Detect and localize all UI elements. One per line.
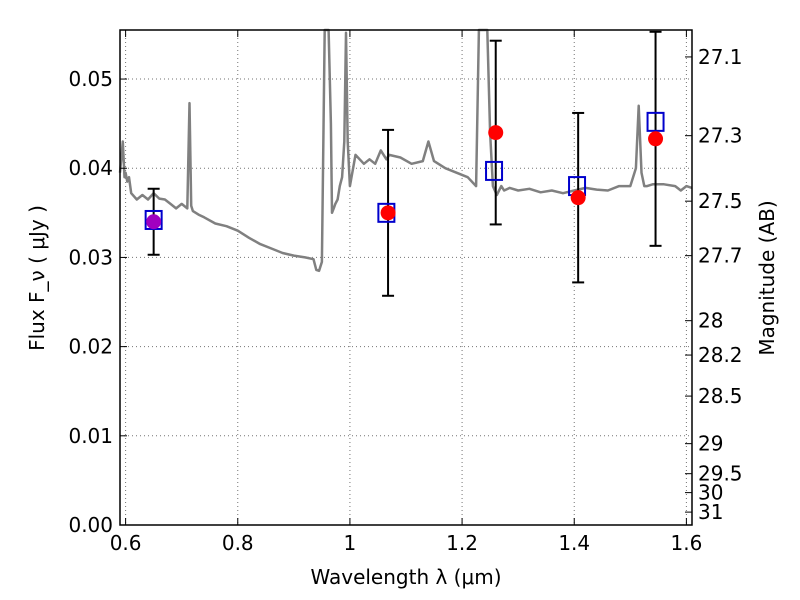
observed-circle-marker [380,205,396,221]
right-tick-label: 28.5 [698,384,743,408]
right-tick-label: 27.5 [698,189,743,213]
model-photometry-points [144,111,665,230]
right-tick-label: 28.2 [698,343,743,367]
right-tick-label: 30 [698,481,723,505]
observed-circle-marker [146,214,162,230]
right-tick-label: 27.1 [698,45,743,69]
observed-circle-marker [570,190,586,206]
plot-frame [119,29,693,526]
right-tick-label: 29.5 [698,462,743,486]
x-tick-label: 0.6 [110,531,142,555]
y-tick-label: 0.05 [68,67,113,91]
x-tick-label: 0.8 [222,531,254,555]
y-tick-label: 0.02 [68,335,113,359]
right-tick-label: 27.3 [698,124,743,148]
y-tick-label: 0.03 [68,245,113,269]
model-square-marker [485,160,504,181]
spectrum-line [118,28,693,273]
x-tick-label: 1.6 [670,531,702,555]
y-tick-label: 0.04 [68,156,113,180]
observed-circle-marker [488,125,504,141]
y-axis-ticks: 0.00 0.01 0.02 0.03 0.04 0.05 [68,67,127,537]
x-tick-label: 1.2 [446,531,478,555]
observed-circle-marker [648,131,664,147]
right-tick-label: 31 [698,500,723,524]
error-bars [147,30,662,297]
x-axis-label: Wavelength λ (μm) [310,565,501,589]
grid [120,30,692,526]
right-tick-label: 27.7 [698,244,743,268]
y-tick-label: 0.00 [68,513,113,537]
y-tick-label: 0.01 [68,424,113,448]
right-tick-label: 28 [698,309,723,333]
x-tick-label: 1.4 [558,531,590,555]
right-axis-label: Magnitude (AB) [755,200,779,355]
observed-photometry-points [146,125,664,230]
y-axis-label: Flux F_ν ( μJy ) [25,205,49,351]
model-spectrum [118,28,693,273]
right-tick-label: 29 [698,432,723,456]
x-tick-label: 1 [344,531,357,555]
model-square-marker [646,111,665,132]
x-axis-ticks: 0.6 0.8 1 1.2 1.4 1.6 [110,30,702,555]
